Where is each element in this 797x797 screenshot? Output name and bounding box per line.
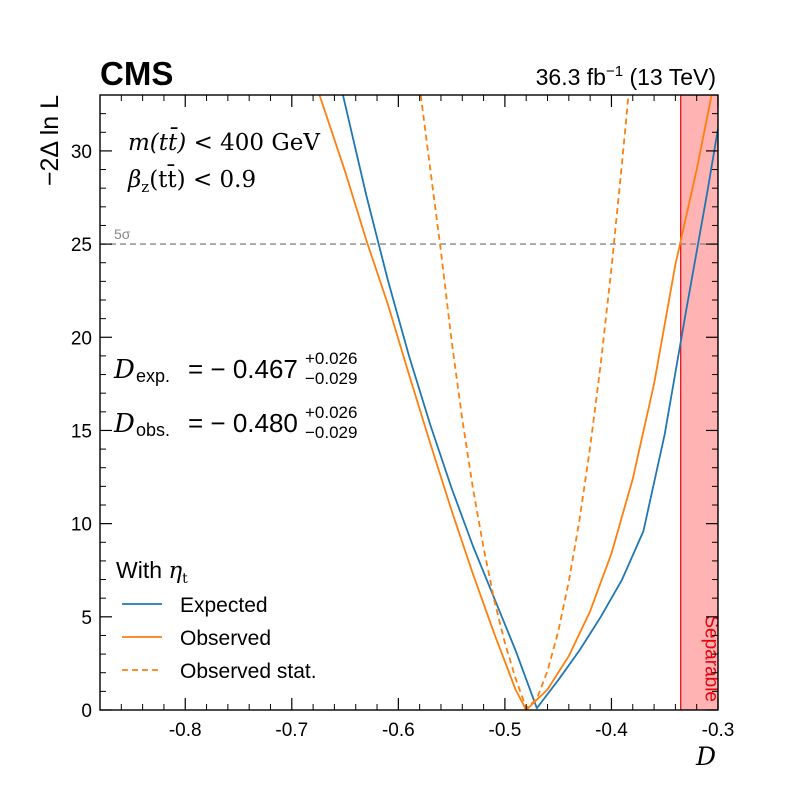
svg-text:−0.029: −0.029 [305,369,357,388]
x-tick-label: -0.4 [595,720,628,741]
y-tick-label: 5 [81,608,92,629]
series-line-2 [419,95,630,710]
svg-text:−0.029: −0.029 [305,423,357,442]
observed-result: D obs. = − 0.480 +0.026 −0.029 [113,403,357,442]
legend: With ηt Expected Observed Observed stat. [116,557,317,683]
energy-label: (13 TeV) [629,64,716,90]
experiment-label: CMS [100,55,173,92]
y-axis-label: −2Δ ln L [36,95,64,186]
series-line-0 [342,95,718,710]
series-layer [318,95,718,710]
legend-entry-2: Observed stat. [180,660,317,683]
five-sigma-label: 5σ [114,226,131,242]
lumi-unit: fb [587,64,606,90]
legend-title: With ηt [116,557,188,587]
luminosity-label: 36.3 fb−1 (13 TeV) [536,63,716,90]
separable-band [680,95,718,710]
series-line-1 [318,95,713,710]
axis-ticks: -0.8 -0.7 -0.6 -0.5 -0.4 -0.3 0 5 10 15 20 25 30 [71,94,735,741]
plot-frame [99,94,719,711]
x-axis-label: D [695,742,716,771]
legend-entry-0: Expected [180,594,268,617]
y-tick-label: 15 [71,421,92,442]
lumi-value: 36.3 [536,64,581,90]
svg-text:exp.: exp. [136,366,170,386]
y-tick-label: 0 [81,701,92,722]
svg-text:= − 0.480: = − 0.480 [188,408,298,438]
svg-text:D: D [113,355,135,385]
y-tick-label: 20 [71,328,92,349]
svg-text:D: D [113,409,135,439]
mass-cut-label: m(tt̄) < 400 GeV [128,128,320,156]
svg-text:obs.: obs. [136,420,170,440]
legend-entry-1: Observed [180,627,271,650]
y-tick-label: 25 [71,235,92,256]
x-tick-label: -0.6 [382,720,415,741]
svg-text:= − 0.467: = − 0.467 [188,354,298,384]
x-tick-label: -0.7 [275,720,308,741]
svg-text:+0.026: +0.026 [305,403,357,422]
x-tick-label: -0.5 [489,720,522,741]
svg-text:+0.026: +0.026 [305,349,357,368]
x-tick-label: -0.8 [169,720,202,741]
y-tick-label: 10 [71,515,92,536]
x-tick-label: -0.3 [702,720,735,741]
y-tick-label: 30 [71,142,92,163]
beta-cut-label: βz(tt̄) < 0.9 [127,165,256,196]
separable-label: Separable [700,615,721,702]
expected-result: D exp. = − 0.467 +0.026 −0.029 [113,349,357,388]
lumi-exponent: −1 [606,63,623,80]
